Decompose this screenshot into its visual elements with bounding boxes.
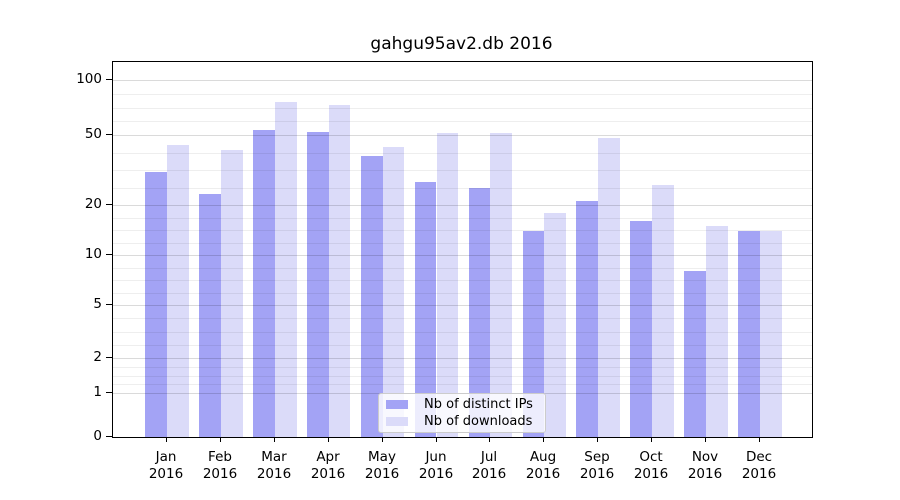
y-tick-mark	[106, 304, 112, 305]
y-tick-label: 2	[93, 349, 102, 365]
x-tick-mark	[382, 437, 383, 442]
y-tick-mark	[106, 392, 112, 393]
major-gridline	[113, 135, 812, 136]
major-gridline	[113, 255, 812, 256]
x-tick-label: Sep 2016	[579, 449, 615, 482]
minor-gridline	[113, 345, 812, 346]
legend-item: Nb of distinct IPs	[379, 396, 545, 413]
bar-distinct-ips-oct	[630, 221, 653, 437]
y-tick-mark	[106, 204, 112, 205]
minor-gridline	[113, 376, 812, 377]
legend-label: Nb of distinct IPs	[424, 396, 533, 412]
y-tick-label: 50	[84, 126, 102, 142]
bar-distinct-ips-jul	[468, 187, 491, 437]
bar-distinct-ips-nov	[684, 271, 706, 437]
minor-gridline	[113, 94, 812, 95]
plot-area	[112, 61, 813, 438]
y-tick-label: 1	[93, 384, 102, 400]
bar-distinct-ips-sep	[576, 201, 599, 437]
minor-gridline	[113, 318, 812, 319]
chart-title: gahgu95av2.db 2016	[370, 34, 553, 54]
bar-distinct-ips-apr	[306, 131, 329, 437]
bar-distinct-ips-jun	[414, 182, 437, 437]
x-tick-mark	[651, 437, 652, 442]
bar-downloads-nov	[706, 225, 728, 437]
legend: Nb of distinct IPs Nb of downloads	[378, 393, 546, 433]
y-tick-mark	[106, 254, 112, 255]
bar-downloads-aug	[544, 212, 567, 437]
bar-downloads-oct	[652, 184, 674, 437]
x-tick-mark	[489, 437, 490, 442]
bar-downloads-sep	[598, 138, 620, 437]
major-gridline	[113, 205, 812, 206]
legend-swatch-distinct-ips	[386, 399, 408, 409]
y-tick-label: 100	[76, 71, 102, 87]
minor-gridline	[113, 230, 812, 231]
bar-downloads-jan	[167, 144, 189, 437]
minor-gridline	[113, 108, 812, 109]
x-tick-mark	[705, 437, 706, 442]
x-tick-mark	[328, 437, 329, 442]
x-tick-label: Apr 2016	[310, 449, 346, 482]
bar-distinct-ips-aug	[522, 230, 545, 437]
x-tick-label: Jan 2016	[148, 449, 184, 482]
major-gridline	[113, 80, 812, 81]
bar-downloads-apr	[328, 104, 351, 437]
x-tick-mark	[220, 437, 221, 442]
minor-gridline	[113, 153, 812, 154]
x-tick-label: Jul 2016	[471, 449, 507, 482]
minor-gridline	[113, 367, 812, 368]
minor-gridline	[113, 170, 812, 171]
major-gridline	[113, 358, 812, 359]
bar-distinct-ips-dec	[738, 230, 760, 437]
minor-gridline	[113, 243, 812, 244]
bar-distinct-ips-jan	[145, 171, 167, 437]
y-tick-label: 5	[93, 296, 102, 312]
y-tick-mark	[106, 357, 112, 358]
legend-item: Nb of downloads	[379, 414, 545, 431]
minor-gridline	[113, 384, 812, 385]
y-tick-mark	[106, 79, 112, 80]
x-tick-label: Jun 2016	[418, 449, 454, 482]
minor-gridline	[113, 121, 812, 122]
x-tick-mark	[543, 437, 544, 442]
x-tick-label: Feb 2016	[202, 449, 238, 482]
x-tick-label: Dec 2016	[741, 449, 777, 482]
x-tick-label: May 2016	[364, 449, 400, 482]
bar-distinct-ips-may	[360, 155, 383, 437]
bar-downloads-jun	[436, 133, 459, 437]
x-tick-mark	[274, 437, 275, 442]
bar-distinct-ips-mar	[253, 130, 275, 437]
x-tick-mark	[436, 437, 437, 442]
minor-gridline	[113, 293, 812, 294]
major-gridline	[113, 305, 812, 306]
bar-downloads-dec	[759, 230, 782, 437]
bar-downloads-mar	[274, 101, 297, 437]
x-tick-mark	[597, 437, 598, 442]
x-tick-mark	[759, 437, 760, 442]
y-tick-mark	[106, 436, 112, 437]
minor-gridline	[113, 280, 812, 281]
minor-gridline	[113, 332, 812, 333]
y-tick-mark	[106, 134, 112, 135]
bar-distinct-ips-feb	[199, 194, 221, 437]
x-tick-label: Mar 2016	[256, 449, 292, 482]
minor-gridline	[113, 218, 812, 219]
x-tick-label: Oct 2016	[633, 449, 669, 482]
legend-swatch-downloads	[386, 417, 408, 427]
bar-downloads-may	[382, 146, 405, 437]
y-tick-label: 0	[93, 428, 102, 444]
minor-gridline	[113, 188, 812, 189]
bar-downloads-jul	[490, 133, 513, 437]
y-tick-label: 10	[84, 246, 102, 262]
x-tick-label: Nov 2016	[687, 449, 723, 482]
minor-gridline	[113, 268, 812, 269]
y-tick-label: 20	[84, 196, 102, 212]
legend-label: Nb of downloads	[424, 414, 533, 430]
x-tick-label: Aug 2016	[525, 449, 561, 482]
bar-downloads-feb	[220, 150, 243, 437]
x-tick-mark	[166, 437, 167, 442]
